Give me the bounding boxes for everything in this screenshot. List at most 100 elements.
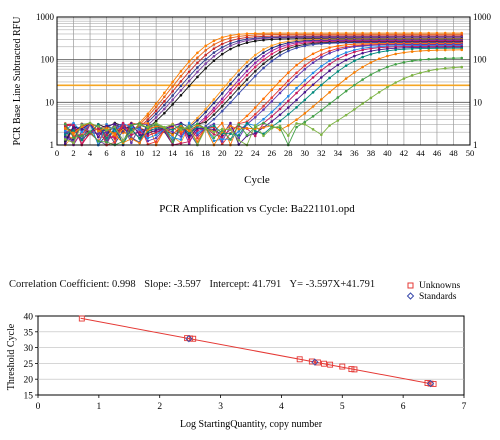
amplification-point	[97, 135, 100, 139]
amplification-point	[253, 69, 257, 73]
amplification-point	[179, 132, 183, 136]
amplification-point	[229, 121, 232, 125]
top-chart-y-ticks-left: 1 10 100 1000	[36, 12, 55, 150]
amplification-point	[88, 130, 92, 133]
top-x-tick-label: 20	[218, 148, 227, 158]
amplification-point	[171, 130, 174, 134]
amplification-point	[286, 37, 290, 41]
amplification-point	[344, 77, 348, 80]
amplification-point	[262, 38, 265, 42]
amplification-point	[130, 122, 133, 125]
amplification-point	[80, 130, 84, 134]
bottom-y-tick-label: 20	[24, 376, 34, 386]
amplification-point	[353, 45, 356, 49]
amplification-point	[253, 124, 257, 127]
amplification-point	[237, 133, 241, 137]
amplification-point	[97, 129, 100, 133]
legend-standards-label: Standards	[419, 292, 457, 302]
amplification-point	[204, 117, 207, 121]
top-x-tick-label: 0	[55, 148, 59, 158]
amplification-point	[80, 138, 84, 142]
standard-point	[311, 358, 319, 366]
amplification-point	[262, 121, 265, 125]
amplification-point	[311, 43, 315, 46]
amplification-point	[237, 73, 241, 77]
amplification-point	[212, 47, 216, 50]
amplification-point	[220, 100, 224, 104]
amplification-point	[204, 121, 207, 124]
amplification-point	[146, 136, 150, 140]
bottom-x-tick-label: 2	[157, 402, 162, 412]
amplification-point	[154, 136, 158, 140]
amplification-point	[187, 79, 191, 83]
amplification-point	[410, 47, 414, 51]
amplification-point	[435, 47, 439, 50]
amplification-point	[286, 83, 290, 86]
top-x-tick-label: 16	[185, 148, 194, 158]
amplification-point	[286, 45, 290, 48]
amplification-point	[394, 52, 397, 56]
amplification-point	[278, 45, 282, 49]
amplification-point	[212, 101, 216, 105]
top-x-tick-label: 50	[466, 148, 475, 158]
amplification-point	[105, 140, 108, 144]
amplification-point	[171, 90, 174, 93]
amplification-point	[105, 130, 108, 134]
amplification-point	[377, 69, 381, 72]
amplification-point	[311, 115, 315, 118]
amplification-point	[369, 49, 373, 53]
amplification-point	[220, 121, 224, 125]
amplification-point	[113, 133, 117, 137]
amplification-point	[328, 41, 331, 45]
slope-text: Slope: -3.597	[144, 279, 201, 290]
amplification-point	[138, 125, 141, 129]
amplification-point	[270, 115, 274, 118]
amplification-point	[146, 132, 150, 135]
amplification-point	[229, 101, 232, 104]
bottom-chart-frame	[37, 315, 465, 396]
amplification-point	[220, 42, 224, 46]
amplification-point	[394, 63, 397, 66]
amplification-point	[311, 58, 315, 61]
amplification-point	[212, 117, 216, 121]
amplification-point	[344, 89, 348, 93]
amplification-point	[154, 116, 158, 119]
amplification-point	[204, 62, 207, 65]
amplification-point	[229, 82, 232, 86]
amplification-point	[220, 88, 224, 91]
amplification-point	[353, 59, 356, 63]
amplification-point	[63, 129, 67, 133]
amplification-point	[262, 58, 265, 62]
amplification-point	[204, 67, 207, 70]
amplification-point	[179, 141, 183, 145]
amplification-point	[435, 48, 439, 52]
amplification-point	[196, 119, 199, 122]
amplification-point	[278, 113, 282, 117]
unknown-point	[339, 363, 346, 370]
top-y-tick-label: 100	[41, 55, 55, 65]
top-y-tick-label-right: 100	[473, 55, 487, 65]
amplification-point	[220, 92, 224, 95]
amplification-point	[344, 113, 348, 117]
amplification-point	[353, 83, 356, 87]
amplification-point	[270, 110, 274, 114]
amplification-point	[204, 48, 207, 52]
amplification-point	[179, 130, 183, 133]
unknown-point	[351, 366, 358, 373]
top-chart-x-ticks: 0 2 4 6 8 10 12 14 16 18 20 22 24 26 28 30 32 34 36 38 40 42 4…	[55, 148, 474, 158]
amplification-point	[196, 116, 199, 120]
amplification-point	[270, 88, 274, 92]
amplification-point	[171, 133, 174, 137]
amplification-point	[286, 99, 290, 103]
unknown-point	[430, 380, 437, 387]
amplification-point	[237, 127, 241, 131]
amplification-point	[196, 75, 199, 79]
amplification-point	[286, 124, 290, 127]
amplification-point	[212, 54, 216, 58]
amplification-point	[187, 84, 191, 88]
amplification-point	[460, 65, 464, 69]
bottom-chart-grid	[38, 317, 464, 385]
amplification-point	[369, 47, 373, 50]
amplification-point	[344, 64, 348, 68]
amplification-point	[262, 104, 265, 108]
